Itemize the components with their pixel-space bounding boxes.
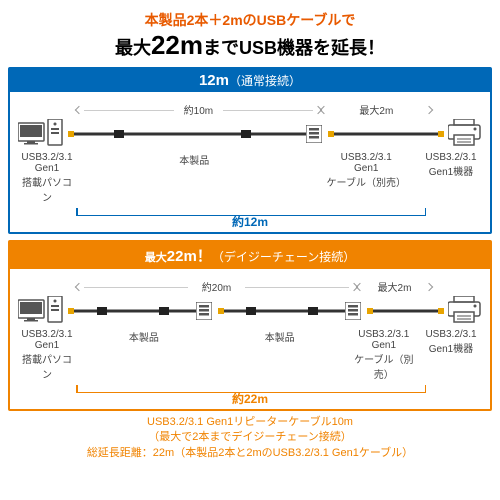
cable-main (68, 125, 322, 143)
cable-ext (367, 302, 444, 320)
label-pc: USB3.2/3.1 Gen1 搭載パソコン (18, 329, 76, 381)
label-printer: USB3.2/3.1 Gen1機器 (420, 152, 482, 204)
section-22m-title: 最大22m！（デイジーチェーン接続） (10, 242, 490, 269)
footnote: USB3.2/3.1 Gen1リピーターケーブル10m （最大で2本までデイジー… (8, 415, 492, 461)
cable-main-1 (68, 302, 212, 320)
label-cable-2: 本製品 (212, 329, 348, 381)
total-22m: 約22m (18, 390, 482, 407)
cable-ext (328, 125, 444, 143)
section-12m-title: 12m（通常接続） (10, 69, 490, 92)
label-ext-cable: USB3.2/3.1 Gen1 ケーブル（別売） (313, 152, 421, 204)
printer-icon (448, 119, 482, 149)
pc-icon (18, 296, 64, 326)
label-pc: USB3.2/3.1 Gen1 搭載パソコン (18, 152, 76, 204)
label-main-cable: 本製品 (76, 152, 313, 204)
cable-main-2 (218, 302, 362, 320)
headline-2: 最大22mまでUSB機器を延長！ (8, 30, 492, 61)
printer-icon (448, 296, 482, 326)
total-12m: 約12m (18, 213, 482, 230)
label-cable-1: 本製品 (76, 329, 212, 381)
pc-icon (18, 119, 64, 149)
section-12m: 12m（通常接続） 約10m 最大2m USB (8, 67, 492, 234)
label-ext: USB3.2/3.1 Gen1 ケーブル（別売） (348, 329, 420, 381)
label-printer: USB3.2/3.1 Gen1機器 (420, 329, 482, 381)
headline-1: 本製品2本＋2mのUSBケーブルで (8, 10, 492, 30)
section-22m: 最大22m！（デイジーチェーン接続） 約20m 最大2m (8, 240, 492, 411)
